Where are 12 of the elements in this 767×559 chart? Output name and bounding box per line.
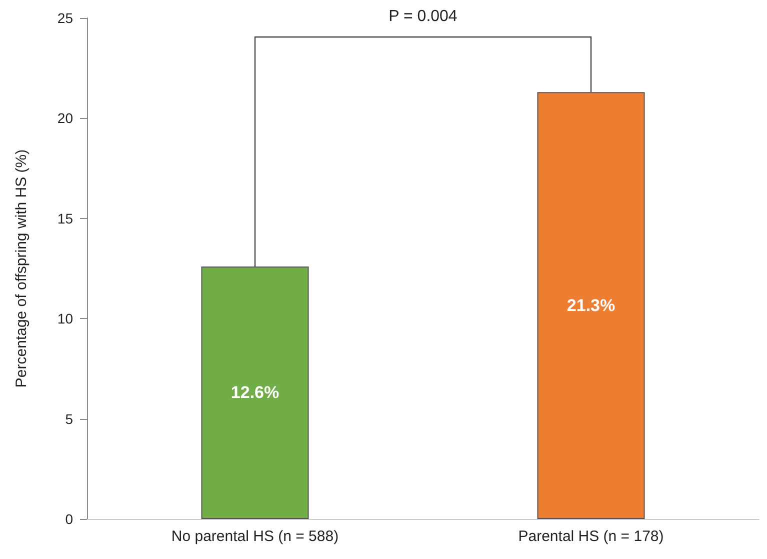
y-tick-label: 5	[65, 410, 74, 427]
y-tick-label: 0	[65, 511, 74, 527]
y-tick-label: 15	[57, 210, 74, 226]
data-label: 12.6%	[230, 383, 280, 402]
x-tick-label: Parental HS (n = 178)	[518, 528, 664, 545]
data-label: 21.3%	[566, 296, 616, 316]
y-tick-label: 20	[57, 110, 74, 126]
x-tick-label: No parental HS (n = 588)	[171, 528, 339, 545]
y-tick-label: 25	[57, 10, 74, 26]
y-axis-title: Percentage of offspring with HS (%)	[13, 149, 30, 388]
annotation: P = 0.004	[388, 8, 458, 26]
y-tick-label: 10	[57, 310, 74, 327]
